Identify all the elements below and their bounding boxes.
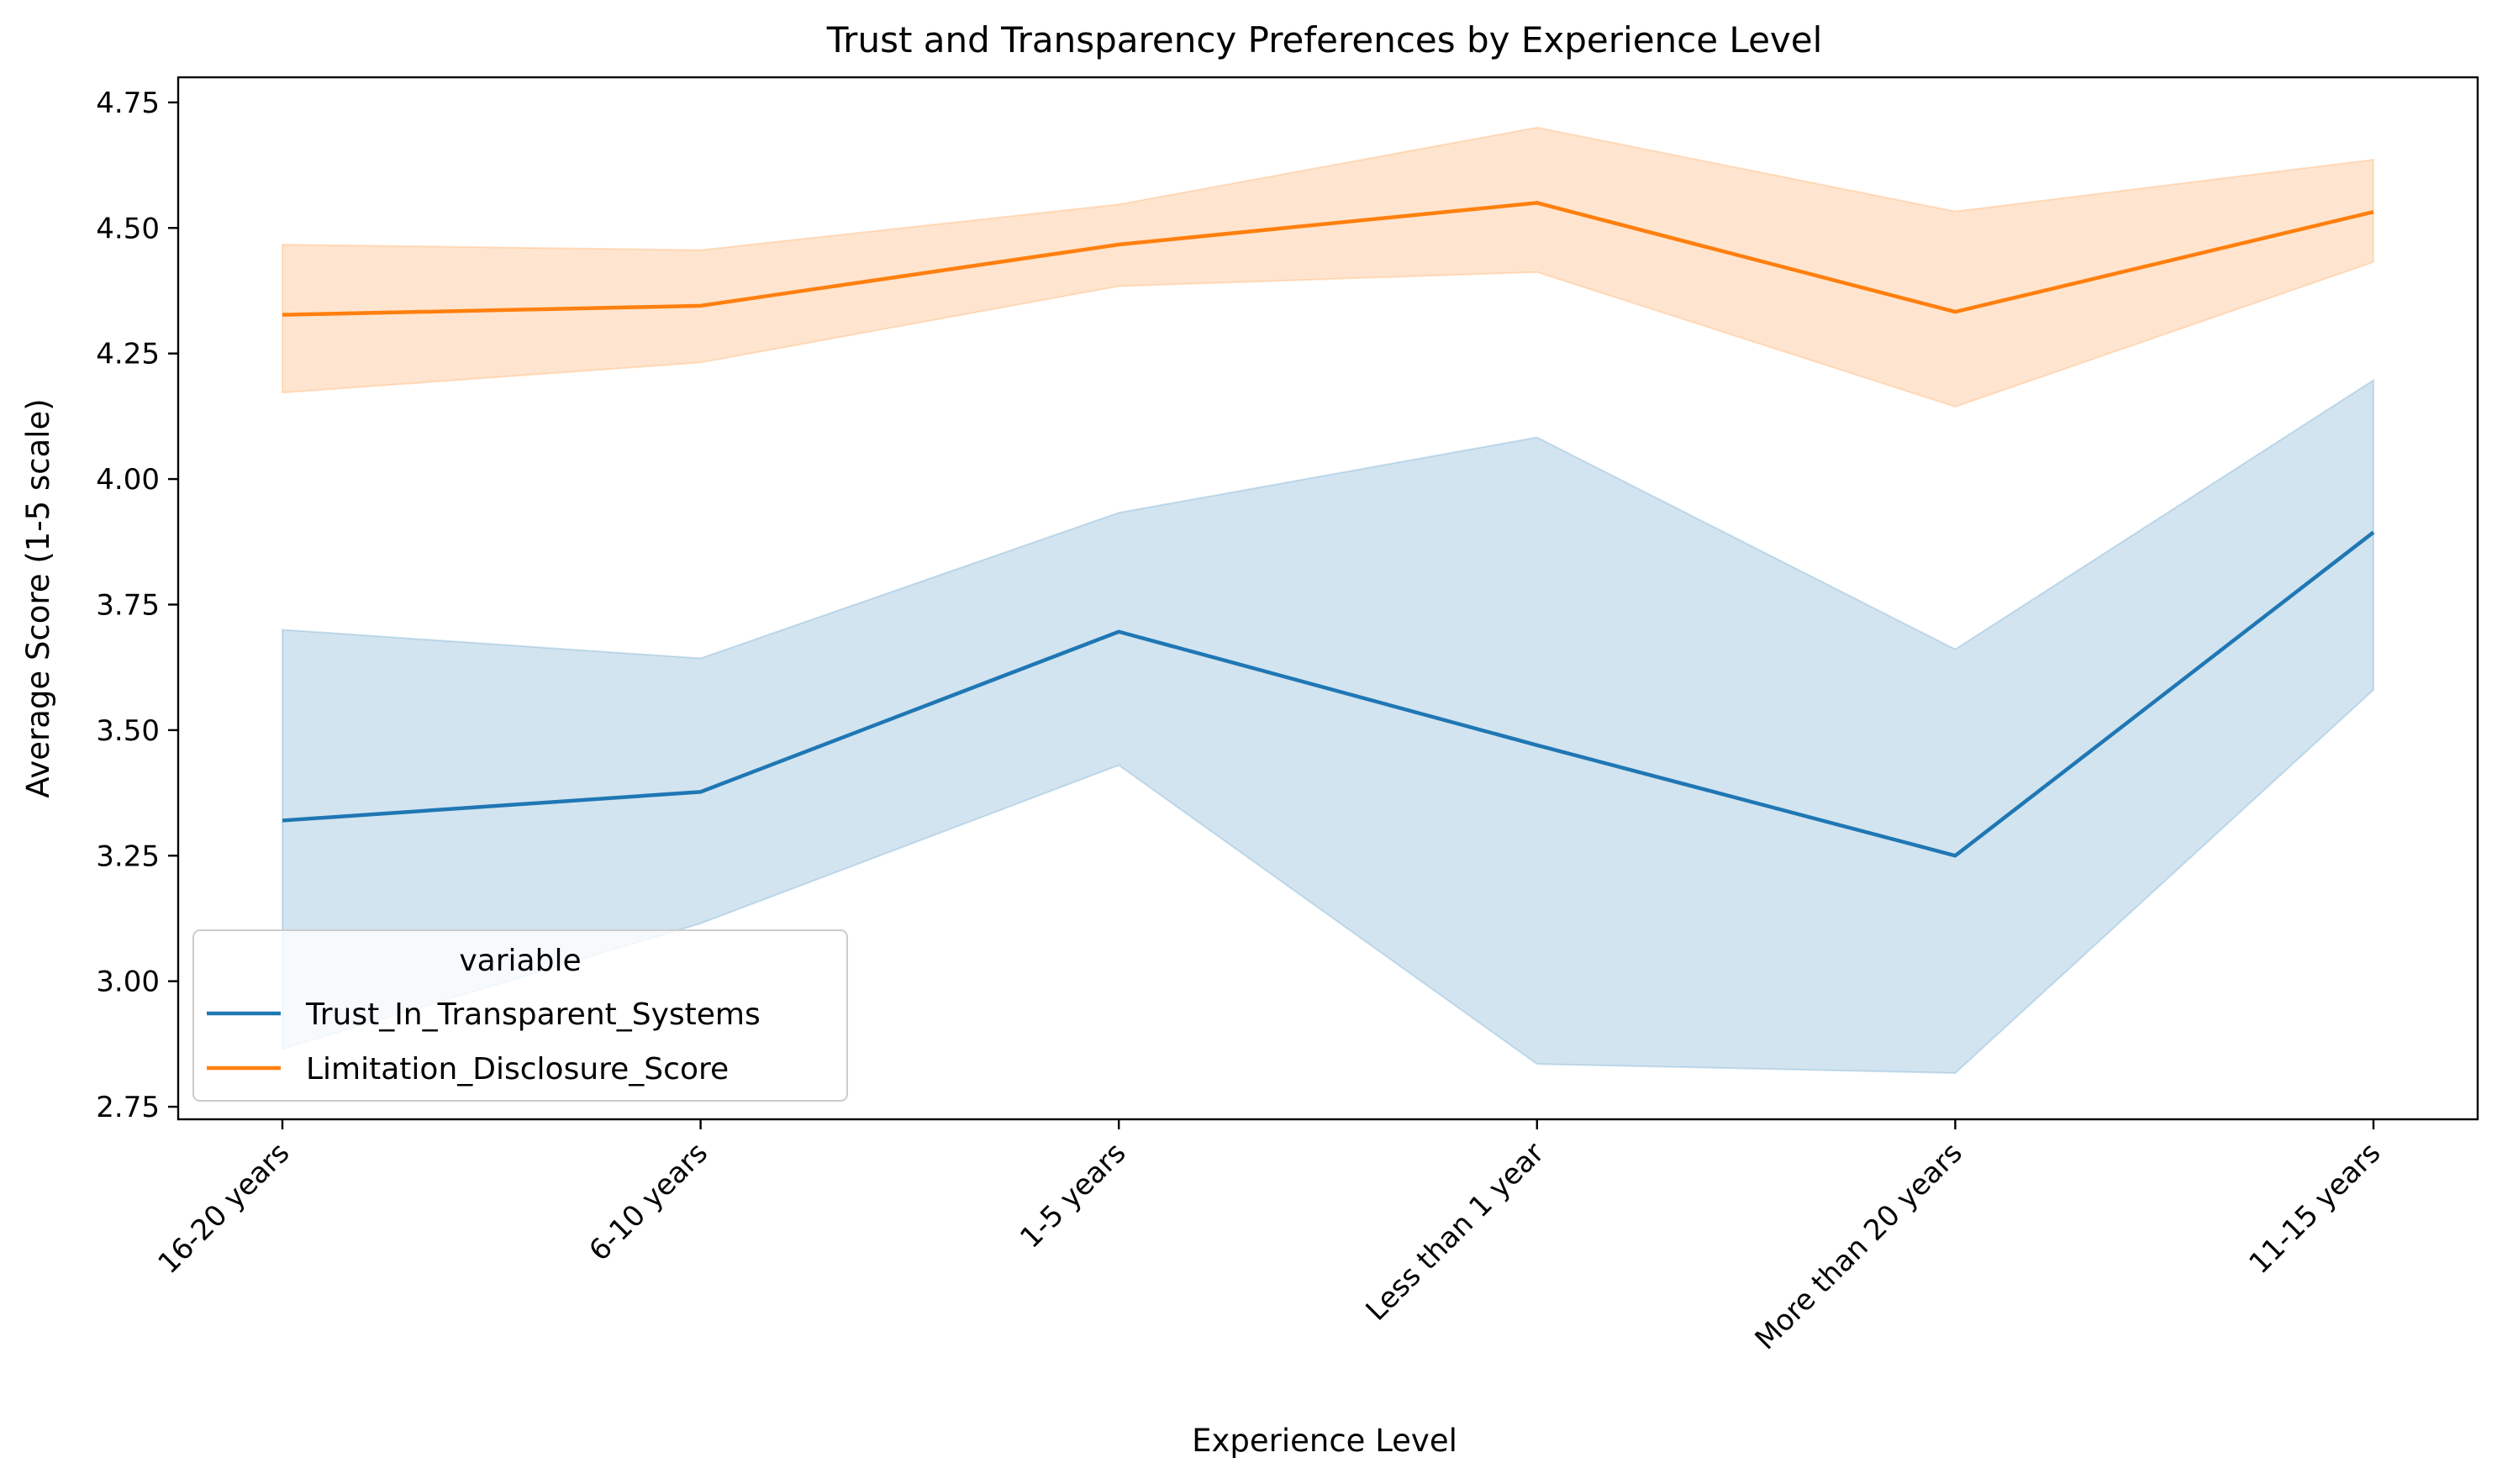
y-tick-label-3: 3.50 xyxy=(96,714,160,748)
legend-title: variable xyxy=(459,944,581,978)
series-lines xyxy=(282,201,2375,858)
confidence-band-0 xyxy=(282,378,2374,1075)
legend-label-1: Limitation_Disclosure_Score xyxy=(306,1052,729,1087)
y-axis-label: Average Score (1-5 scale) xyxy=(20,398,56,798)
x-axis-label: Experience Level xyxy=(1192,1423,1457,1459)
legend: variable Trust_In_Transparent_Systems Lim… xyxy=(192,929,848,1102)
y-tick-label-2: 3.25 xyxy=(96,839,160,873)
y-tick-label-4: 3.75 xyxy=(96,588,160,622)
y-tick-label-1: 3.00 xyxy=(96,966,160,999)
y-tick-label-7: 4.50 xyxy=(96,212,160,245)
legend-entries: Trust_In_Transparent_Systems Limitation_D… xyxy=(207,997,761,1087)
plot-frame xyxy=(176,76,2479,1121)
legend-box xyxy=(192,929,848,1102)
series-line-1 xyxy=(282,201,2374,317)
confidence-band-1 xyxy=(282,126,2374,408)
y-tick-label-6: 4.25 xyxy=(96,338,160,371)
chart-title: Trust and Transparency Preferences by Ex… xyxy=(826,19,1823,61)
y-tick-label-8: 4.75 xyxy=(96,87,160,120)
y-axis: 2.75 3.00 3.25 3.50 3.75 4.00 4.25 4.50 4.75 xyxy=(96,87,178,1124)
series-line-0 xyxy=(282,530,2375,858)
y-tick-label-5: 4.00 xyxy=(96,463,160,497)
legend-label-0: Trust_In_Transparent_Systems xyxy=(305,997,761,1032)
confidence-bands xyxy=(282,126,2374,1075)
y-tick-label-0: 2.75 xyxy=(96,1091,160,1124)
